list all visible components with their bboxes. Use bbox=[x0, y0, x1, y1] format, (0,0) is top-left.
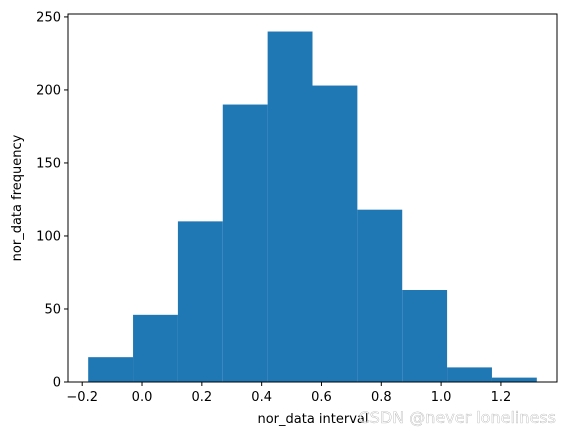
x-axis: −0.2 0.0 0.2 0.4 0.6 0.8 1.0 1.2 bbox=[66, 382, 511, 405]
histogram-bar-9 bbox=[447, 367, 492, 382]
plot-frame bbox=[67, 13, 558, 383]
watermark: CSDN @never loneliness bbox=[359, 408, 556, 427]
histogram-bar-5 bbox=[267, 31, 313, 383]
y-tick-label: 250 bbox=[36, 10, 61, 25]
histogram-bar-10 bbox=[491, 377, 537, 382]
histogram-bar-3 bbox=[177, 221, 223, 382]
histogram-bar-4 bbox=[222, 104, 268, 383]
x-tick-label: 0.8 bbox=[371, 390, 392, 405]
x-tick-label: 1.0 bbox=[431, 390, 452, 405]
x-tick-label: 0.2 bbox=[191, 390, 212, 405]
histogram-bars bbox=[88, 31, 537, 383]
x-tick-label: 0.4 bbox=[251, 390, 272, 405]
histogram-bar-1 bbox=[88, 357, 134, 382]
x-axis-label: nor_data interval bbox=[257, 412, 368, 427]
histogram-bar-6 bbox=[312, 85, 358, 383]
y-tick-label: 0 bbox=[53, 376, 61, 391]
y-tick-label: 100 bbox=[36, 229, 61, 244]
x-tick-label: 0.6 bbox=[311, 390, 332, 405]
x-tick-label: −0.2 bbox=[66, 390, 98, 405]
histogram-bar-7 bbox=[357, 209, 403, 382]
y-tick-label: 50 bbox=[44, 302, 61, 317]
y-axis-label: nor_data frequency bbox=[10, 134, 25, 261]
x-tick-label: 0.0 bbox=[132, 390, 153, 405]
y-tick-label: 150 bbox=[36, 156, 61, 171]
histogram-bar-2 bbox=[133, 314, 178, 382]
y-axis: 0 50 100 150 200 250 bbox=[36, 10, 68, 391]
y-tick-label: 200 bbox=[36, 83, 61, 98]
x-tick-label: 1.2 bbox=[491, 390, 512, 405]
histogram-bar-8 bbox=[402, 290, 448, 382]
